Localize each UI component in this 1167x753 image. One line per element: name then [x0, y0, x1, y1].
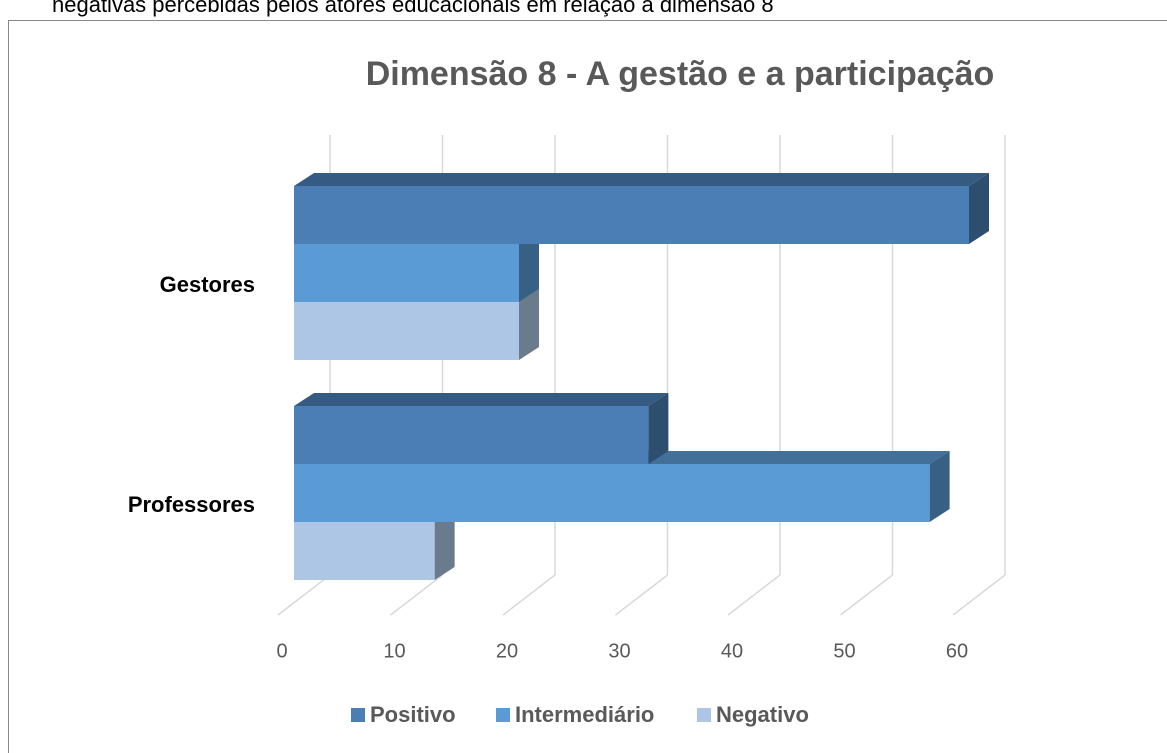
- floor-line: [727, 574, 781, 616]
- bar-top: [294, 173, 989, 186]
- legend-swatch: [697, 708, 711, 722]
- floor-line: [615, 574, 668, 616]
- bar-front: [294, 302, 519, 360]
- x-tick-label: 60: [946, 640, 968, 662]
- floor-line: [277, 574, 331, 616]
- x-tick-label: 20: [496, 640, 518, 662]
- x-tick-label: 50: [833, 640, 855, 662]
- x-tick-label: 10: [383, 640, 405, 662]
- floor-line: [502, 574, 556, 616]
- legend-swatch: [496, 708, 510, 722]
- legend-label: Negativo: [716, 702, 809, 727]
- bar-front: [294, 406, 649, 464]
- bar: [294, 173, 989, 244]
- bar-front: [294, 244, 519, 302]
- caption: negativas percebidas pelos atores educac…: [52, 0, 774, 17]
- bar-side: [434, 509, 455, 580]
- bar: [294, 393, 669, 464]
- x-tick-label: 0: [276, 640, 287, 662]
- y-tick-label: Professores: [128, 492, 255, 517]
- bar-side: [929, 451, 950, 522]
- legend-label: Positivo: [370, 702, 456, 727]
- floor-line: [840, 574, 893, 616]
- bar-side: [648, 393, 669, 464]
- bar-side: [969, 173, 989, 244]
- floor-line: [952, 574, 1006, 616]
- bar-front: [294, 522, 435, 580]
- floor-line: [390, 574, 443, 616]
- x-tick-label: 40: [721, 640, 743, 662]
- legend-swatch: [351, 708, 365, 722]
- bar-side: [519, 231, 539, 302]
- chart-border: [8, 20, 1167, 753]
- x-tick-label: 30: [608, 640, 630, 662]
- bar-top: [294, 393, 669, 406]
- bar-side: [519, 289, 539, 360]
- chart-title: Dimensão 8 - A gestão e a participação: [366, 55, 995, 93]
- legend-label: Intermediário: [515, 702, 654, 727]
- bar-front: [294, 464, 930, 522]
- bar-front: [294, 186, 969, 244]
- y-tick-label: Gestores: [160, 272, 255, 297]
